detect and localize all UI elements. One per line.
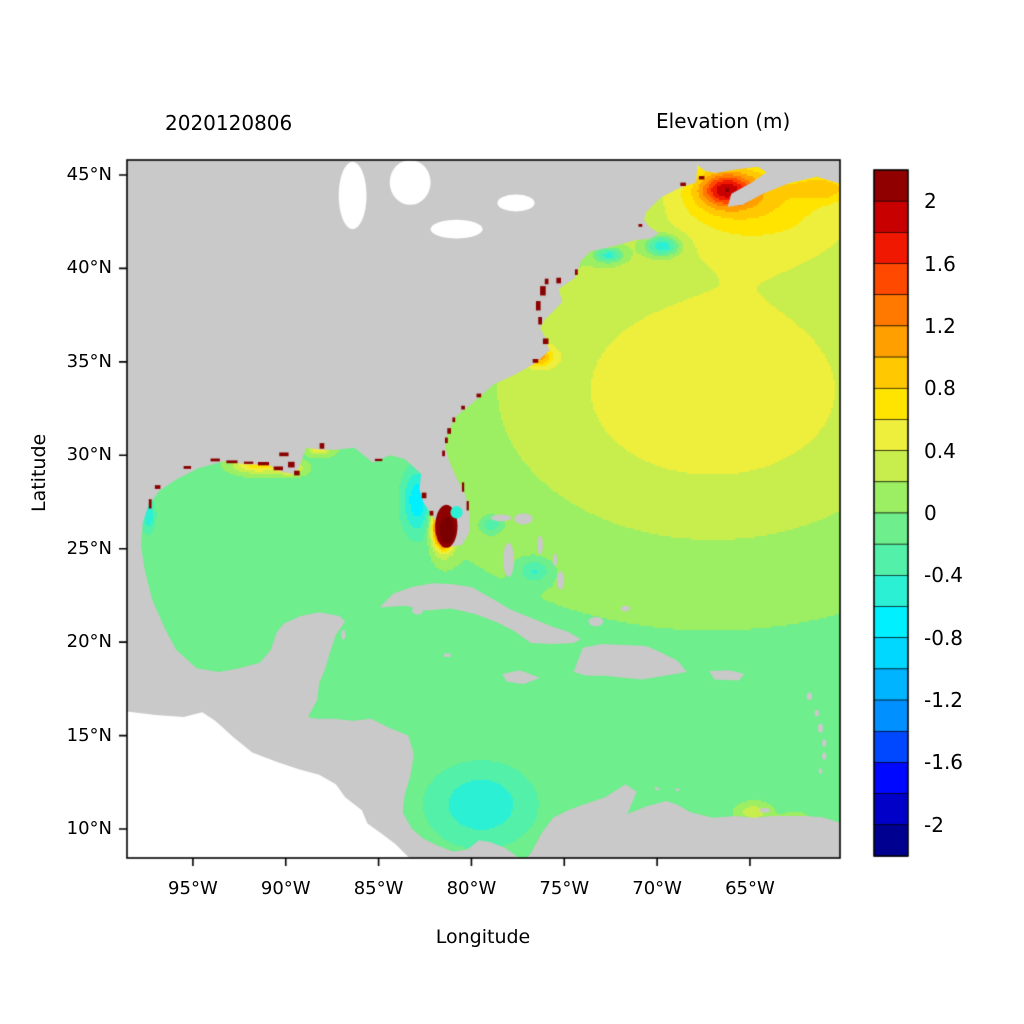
colorbar-tick-label: -1.6 xyxy=(924,750,964,775)
colorbar-tick-label: -0.4 xyxy=(924,563,964,588)
y-tick-label: 30°N xyxy=(66,444,112,466)
y-tick-label: 35°N xyxy=(66,350,112,372)
y-tick-label: 10°N xyxy=(66,818,112,840)
x-tick-label: 65°W xyxy=(725,878,775,899)
y-tick-label: 20°N xyxy=(66,631,112,653)
x-tick-label: 80°W xyxy=(446,878,497,899)
x-tick-label: 75°W xyxy=(539,878,590,899)
y-tick-label: 40°N xyxy=(66,257,112,279)
colorbar-tick-label: 2 xyxy=(924,189,937,214)
x-axis-label: Longitude xyxy=(435,926,531,948)
y-axis-label: Latitude xyxy=(28,433,50,512)
x-tick-label: 85°W xyxy=(353,878,404,899)
colorbar-tick-label: -0.8 xyxy=(924,625,964,650)
x-tick-label: 90°W xyxy=(260,878,311,899)
x-tick-label: 95°W xyxy=(168,878,218,899)
date-title: 2020120806 xyxy=(165,111,293,135)
colorbar-tick-label: 0.8 xyxy=(924,376,956,401)
x-tick-label: 70°W xyxy=(632,878,682,899)
colorbar-tick-label: 1.6 xyxy=(924,251,956,276)
y-tick-label: 15°N xyxy=(66,724,112,746)
colorbar-tick-label: 0.4 xyxy=(924,438,956,463)
colorbar-tick-label: 0 xyxy=(924,501,937,525)
colorbar-title: Elevation (m) xyxy=(656,109,791,133)
y-tick-label: 45°N xyxy=(66,163,112,185)
y-tick-label: 25°N xyxy=(66,537,112,559)
colorbar-tick-label: -1.2 xyxy=(924,688,964,713)
colorbar-tick-label: 1.2 xyxy=(924,313,956,338)
colorbar-tick-label: -2 xyxy=(924,812,944,837)
